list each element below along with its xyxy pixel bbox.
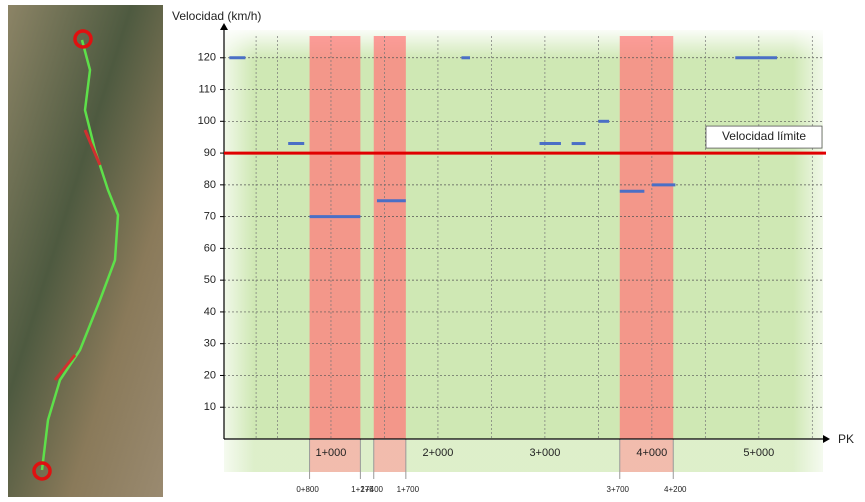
y-tick-label: 20 [204,369,216,381]
y-tick-label: 10 [204,401,216,413]
x-axis-label: PK [838,432,854,446]
y-tick-label: 100 [198,115,216,127]
y-tick-label: 40 [204,306,216,318]
restricted-zone-strip [374,440,406,472]
y-tick-label: 50 [204,274,216,286]
restricted-zone [310,36,361,439]
y-axis-label: Velocidad (km/h) [172,9,261,23]
x-tick-label: 2+000 [422,447,453,459]
zone-edge-label: 3+700 [607,485,630,494]
y-axis-arrow [220,23,228,30]
zone-edge-label: 0+800 [296,485,319,494]
y-tick-label: 70 [204,211,216,223]
y-tick-label: 110 [198,83,216,95]
y-tick-label: 120 [198,52,216,64]
map [8,5,163,497]
speed-limit-label: Velocidad límite [722,129,806,143]
y-tick-label: 30 [204,338,216,350]
x-axis-arrow [823,435,830,443]
y-tick-label: 60 [204,242,216,254]
x-tick-label: 4+000 [636,447,667,459]
chart: 0+8001+2751+4001+7003+7004+2001020304050… [0,0,865,497]
x-tick-label: 3+000 [529,447,560,459]
zone-edge-label: 1+700 [397,485,420,494]
y-tick-label: 90 [204,147,216,159]
restricted-zone [374,36,406,439]
zone-edge-label: 4+200 [664,485,687,494]
y-tick-label: 80 [204,179,216,191]
restricted-zone [620,36,673,439]
x-tick-label: 1+000 [316,447,347,459]
x-tick-label: 5+000 [743,447,774,459]
zone-edge-label: 1+400 [361,485,384,494]
